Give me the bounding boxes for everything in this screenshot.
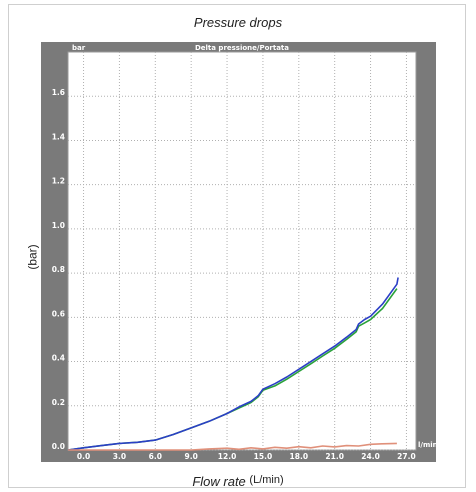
x-unit-label: l/min bbox=[418, 441, 438, 449]
x-tick-label: 21.0 bbox=[325, 452, 344, 461]
x-axis-label: Flow rate (L/min) bbox=[0, 474, 476, 489]
y-tick-label: 1.0 bbox=[52, 221, 65, 230]
x-tick-label: 6.0 bbox=[149, 452, 162, 461]
y-tick-label: 0.8 bbox=[52, 265, 65, 274]
grid bbox=[68, 52, 416, 451]
y-tick-label: 0.6 bbox=[52, 309, 65, 318]
x-axis-label-text: Flow rate bbox=[192, 474, 246, 489]
x-tick-label: 27.0 bbox=[397, 452, 416, 461]
x-tick-label: 24.0 bbox=[361, 452, 380, 461]
series-line-orange bbox=[68, 442, 397, 451]
y-tick-label: 0.2 bbox=[52, 398, 65, 407]
x-tick-label: 0.0 bbox=[77, 452, 90, 461]
series-group bbox=[67, 277, 399, 451]
series-line-blue bbox=[67, 277, 399, 451]
y-tick-label: 0.0 bbox=[52, 442, 65, 451]
y-tick-label: 1.6 bbox=[52, 88, 65, 97]
y-unit-label: bar bbox=[72, 44, 86, 52]
x-tick-label: 18.0 bbox=[290, 452, 309, 461]
y-tick-label: 1.2 bbox=[52, 177, 65, 186]
chart-title: Pressure drops bbox=[193, 15, 283, 30]
x-ticks: 0.0 3.0 6.0 9.0 12.0 15.0 18.0 21.0 24.0 27.0 bbox=[77, 452, 416, 461]
x-tick-label: 15.0 bbox=[254, 452, 273, 461]
y-ticks: 0.0 0.2 0.4 0.6 0.8 1.0 1.2 1.4 1.6 bbox=[52, 88, 65, 451]
y-tick-label: 0.4 bbox=[52, 354, 65, 363]
x-axis-label-unit: (L/min) bbox=[249, 474, 284, 486]
x-tick-label: 9.0 bbox=[185, 452, 198, 461]
x-tick-label: 12.0 bbox=[218, 452, 237, 461]
y-tick-label: 1.4 bbox=[52, 132, 65, 141]
inner-title: Delta pressione/Portata bbox=[195, 44, 289, 52]
x-tick-label: 3.0 bbox=[113, 452, 126, 461]
plot-area bbox=[67, 51, 417, 451]
